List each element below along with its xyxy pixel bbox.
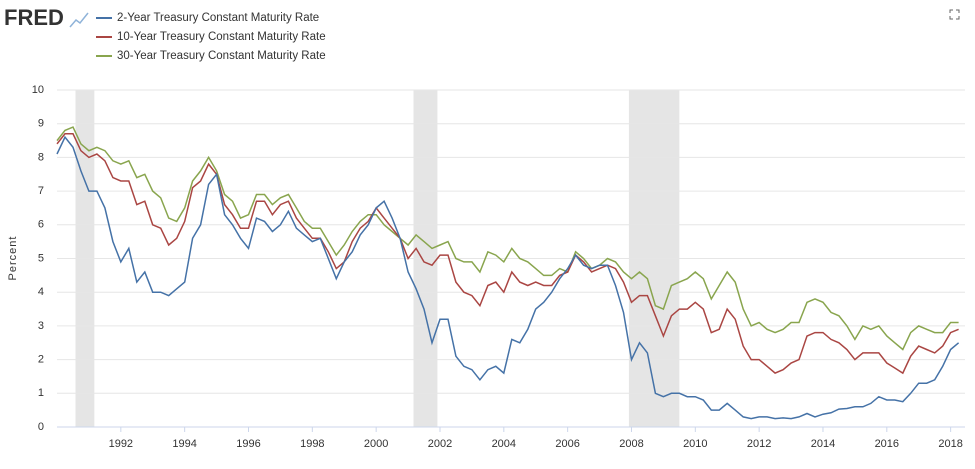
x-tick-label: 2008 (619, 438, 643, 450)
y-tick-label: 7 (38, 185, 44, 197)
y-tick-label: 3 (38, 320, 44, 332)
y-tick-label: 5 (38, 252, 44, 264)
legend-label: 30-Year Treasury Constant Maturity Rate (117, 50, 326, 62)
x-tick-label: 2004 (492, 438, 516, 450)
y-tick-label: 8 (38, 151, 44, 163)
legend-label: 2-Year Treasury Constant Maturity Rate (117, 12, 319, 24)
y-axis-label: Percent (7, 236, 19, 281)
x-tick-label: 1998 (300, 438, 324, 450)
y-tick-label: 4 (38, 286, 44, 298)
series-line (56, 126, 959, 351)
y-tick-label: 9 (38, 118, 44, 130)
logo: FRED (4, 5, 64, 30)
x-tick-label: 2016 (875, 438, 899, 450)
x-tick-label: 2002 (428, 438, 452, 450)
y-tick-label: 0 (38, 421, 44, 433)
logo-icon (69, 12, 89, 28)
x-tick-label: 2010 (683, 438, 707, 450)
x-tick-label: 1994 (172, 438, 196, 450)
x-tick-label: 2006 (555, 438, 579, 450)
legend-label: 10-Year Treasury Constant Maturity Rate (117, 31, 326, 43)
x-tick-label: 1992 (109, 438, 133, 450)
y-tick-label: 6 (38, 219, 44, 231)
x-tick-label: 2014 (811, 438, 835, 450)
y-tick-label: 10 (32, 84, 44, 96)
series-line (56, 135, 960, 420)
fullscreen-icon[interactable] (949, 9, 960, 20)
y-tick-label: 1 (38, 387, 44, 399)
x-tick-label: 1996 (236, 438, 260, 450)
x-tick-label: 2012 (747, 438, 771, 450)
series-line (56, 133, 959, 375)
x-tick-label: 2000 (364, 438, 388, 450)
x-tick-label: 2018 (938, 438, 962, 450)
y-tick-label: 2 (38, 354, 44, 366)
